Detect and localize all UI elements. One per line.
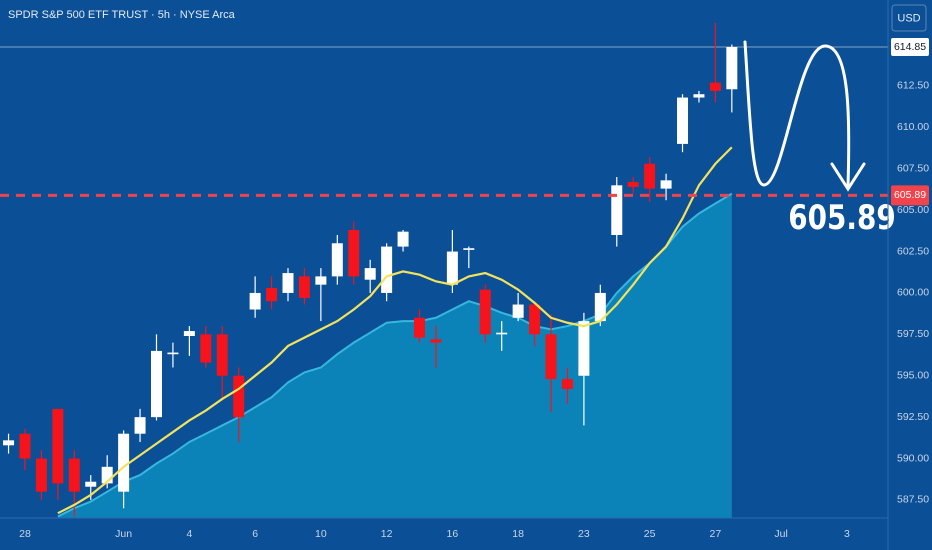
candle-body xyxy=(118,433,130,492)
candle-body xyxy=(693,94,705,98)
x-tick-label: Jun xyxy=(115,528,132,540)
y-tick-label: 602.50 xyxy=(897,245,929,257)
level-box xyxy=(891,185,929,206)
candle-body xyxy=(529,304,541,335)
currency-label[interactable]: USD xyxy=(897,12,920,24)
candle-body xyxy=(249,292,261,310)
x-tick-label: 28 xyxy=(19,528,31,540)
y-tick-label: 600.00 xyxy=(897,287,929,299)
y-tick-label: 595.00 xyxy=(897,370,929,382)
x-tick-label: 3 xyxy=(844,528,850,540)
candle-body xyxy=(216,334,228,376)
candle-body xyxy=(627,181,639,187)
x-tick-label: 12 xyxy=(381,528,393,540)
forecast-arrow xyxy=(743,40,866,192)
x-tick-label: Jul xyxy=(774,528,787,540)
candle-body xyxy=(479,289,491,335)
candle-body xyxy=(266,287,278,302)
candle-body xyxy=(19,433,31,459)
candle-body xyxy=(578,321,590,376)
candle-body xyxy=(85,481,97,487)
x-tick-label: 6 xyxy=(252,528,258,540)
last-price-label: 614.85 xyxy=(894,41,926,53)
chart-title: SPDR S&P 500 ETF TRUST · 5h · NYSE Arca xyxy=(8,9,236,21)
x-tick-label: 27 xyxy=(710,528,722,540)
arrow-path xyxy=(743,40,851,188)
area-line xyxy=(57,192,733,518)
candle-body xyxy=(134,417,146,434)
candle-body xyxy=(677,97,689,144)
x-tick-label: 23 xyxy=(578,528,590,540)
candle-body xyxy=(611,185,623,235)
candle-body xyxy=(315,276,327,285)
y-tick-label: 592.50 xyxy=(897,411,929,423)
candle-body xyxy=(52,408,64,484)
candle-body xyxy=(331,243,343,277)
last-price-box xyxy=(891,38,929,57)
candle-body xyxy=(709,82,721,91)
candle-body xyxy=(68,458,80,492)
x-tick-label: 18 xyxy=(512,528,524,540)
candle-body xyxy=(561,379,573,389)
candle-body xyxy=(430,339,442,343)
candle-body xyxy=(3,440,15,446)
y-tick-label: 612.50 xyxy=(897,80,929,92)
candle-body xyxy=(167,352,179,355)
candle-body xyxy=(381,246,393,293)
candle-body xyxy=(446,251,458,285)
candle-body xyxy=(463,248,475,250)
candle-body xyxy=(496,332,508,335)
y-tick-label: 590.00 xyxy=(897,452,929,464)
plot-area: 605.89 xyxy=(0,23,896,519)
candle-body xyxy=(414,317,426,338)
x-tick-label: 25 xyxy=(644,528,656,540)
candle-body xyxy=(512,304,524,318)
level-annotation: 605.89 xyxy=(788,199,896,238)
y-tick-label: 597.50 xyxy=(897,328,929,340)
candle-body xyxy=(35,458,47,492)
x-tick-label: 4 xyxy=(186,528,192,540)
y-tick-label: 605.00 xyxy=(897,204,929,216)
candle-body xyxy=(101,466,113,484)
x-tick-label: 16 xyxy=(447,528,459,540)
candle-body xyxy=(200,334,212,363)
moving-average xyxy=(57,146,733,515)
y-tick-label: 587.50 xyxy=(897,494,929,506)
y-tick-label: 610.00 xyxy=(897,121,929,133)
candle-body xyxy=(150,350,162,418)
candle-body xyxy=(726,47,738,90)
candle-body xyxy=(282,273,294,293)
candle-body xyxy=(183,331,195,337)
candle-body xyxy=(644,163,656,189)
area-fill xyxy=(57,193,732,519)
y-tick-label: 607.50 xyxy=(897,163,929,175)
x-tick-label: 10 xyxy=(315,528,327,540)
candle-body xyxy=(545,334,557,380)
currency-button[interactable] xyxy=(891,4,927,32)
candle-body xyxy=(233,375,245,418)
candle-body xyxy=(364,268,376,280)
candle-body xyxy=(298,276,310,298)
candle-body xyxy=(594,292,606,322)
candle-body xyxy=(660,180,672,189)
candle-body xyxy=(348,230,360,277)
level-label: 605.89 xyxy=(894,189,926,201)
candle-body xyxy=(397,231,409,247)
arrow-head xyxy=(830,162,866,192)
